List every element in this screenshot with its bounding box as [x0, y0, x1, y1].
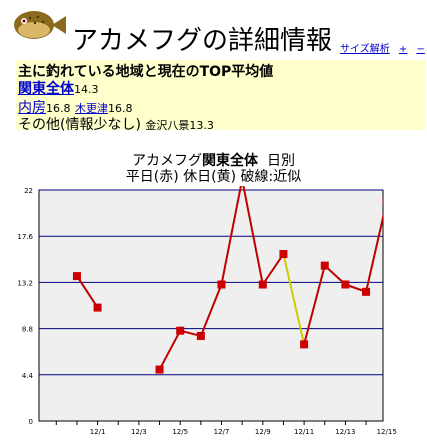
data-point	[72, 272, 81, 281]
data-point	[320, 261, 329, 270]
series-line-segment	[365, 213, 383, 293]
area-summary-heading: 主に釣れている地域と現在のTOP平均値	[18, 64, 274, 80]
x-tick-label: 12/3	[131, 428, 147, 436]
y-tick-label: 0	[29, 418, 33, 426]
data-point	[258, 280, 267, 289]
x-tick-label: 12/9	[255, 428, 271, 436]
size-analysis-link[interactable]: サイズ解析	[340, 44, 390, 55]
x-tick-label: 12/11	[294, 428, 314, 436]
x-tick-label: 12/15	[377, 428, 397, 436]
page-title: アカメフグの詳細情報	[72, 26, 333, 56]
area-2-link[interactable]: 内房	[18, 100, 46, 116]
chart-subtitle: 平日(赤) 休日(黄) 破線:近似	[125, 169, 302, 185]
header-links: サイズ解析 + −	[340, 40, 427, 55]
y-tick-label: 8.8	[22, 326, 33, 334]
plot-area	[38, 189, 384, 422]
zoom-out-link[interactable]: −	[416, 44, 425, 55]
area-summary-box: 主に釣れている地域と現在のTOP平均値 関東全体14.3 内房16.8 木更津1…	[16, 60, 426, 133]
series-line-segment	[158, 330, 182, 371]
data-point	[341, 280, 350, 289]
series-line-segment	[282, 253, 306, 345]
data-point	[279, 250, 288, 259]
y-tick-label: 13.2	[17, 279, 33, 287]
data-point	[217, 280, 226, 289]
series-line-segment	[76, 275, 99, 309]
other-area-row: その他(情報少なし) 金沢八景13.3	[18, 114, 214, 134]
zoom-in-link[interactable]: +	[398, 44, 408, 55]
series-line-segment	[199, 284, 223, 337]
chart-title-period: 日別	[266, 153, 295, 169]
x-tick-label: 12/7	[214, 428, 230, 436]
y-tick-label: 4.4	[22, 372, 34, 380]
other-label: その他(情報少なし)	[18, 117, 141, 133]
y-tick-label: 22	[24, 187, 33, 195]
data-point	[176, 326, 185, 335]
series-line-segment	[242, 186, 264, 285]
series-line-segment	[220, 186, 242, 285]
y-tick-label: 17.6	[17, 233, 33, 241]
chart-title-area: 関東全体	[202, 153, 259, 169]
data-point	[300, 340, 309, 349]
x-tick-label: 12/5	[172, 428, 188, 436]
daily-size-chart: 0 4.4 8.8 13.2 17.6 22 12/1 12/3 12/5 12/7 12/9 12/…	[17, 180, 397, 436]
area-row-2: 内房16.8 木更津16.8	[18, 97, 132, 117]
data-point	[382, 197, 383, 206]
x-tick-label: 12/13	[335, 428, 355, 436]
chart-title: アカメフグ関東全体 日別	[0, 150, 427, 170]
data-point	[155, 365, 164, 374]
area-2-value: 16.8	[46, 102, 71, 115]
primary-area-value: 14.3	[74, 83, 99, 96]
series-line-segment	[261, 253, 285, 286]
x-tick-label: 12/1	[90, 428, 106, 436]
data-point	[196, 331, 205, 340]
area-3-link[interactable]: 木更津	[74, 102, 108, 115]
primary-area-row: 関東全体14.3	[18, 78, 99, 98]
area-3-value: 16.8	[107, 102, 133, 115]
data-point	[362, 287, 371, 296]
other-area-value: 13.3	[189, 119, 214, 132]
data-point	[238, 180, 246, 184]
series-line-segment	[303, 265, 326, 345]
data-point	[93, 303, 102, 312]
series-layer	[72, 180, 383, 374]
primary-area-link[interactable]: 関東全体	[18, 81, 74, 97]
chart-title-fish: アカメフグ	[132, 153, 203, 169]
pufferfish-icon	[14, 11, 66, 39]
header: アカメフグの詳細情報 サイズ解析 + −	[0, 0, 427, 60]
other-area-name: 金沢八景	[145, 119, 190, 132]
